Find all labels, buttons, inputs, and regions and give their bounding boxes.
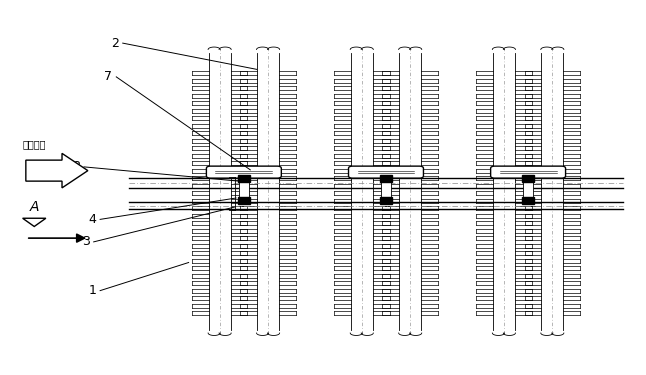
Polygon shape: [23, 218, 46, 226]
Text: 3: 3: [82, 236, 90, 248]
Text: 8: 8: [72, 160, 80, 173]
Text: 1: 1: [89, 284, 96, 297]
Bar: [380, 175, 391, 181]
Text: 4: 4: [89, 213, 96, 226]
Bar: [380, 197, 391, 204]
Bar: [523, 175, 534, 181]
Bar: [238, 197, 249, 204]
Bar: [381, 182, 391, 197]
Text: 7: 7: [105, 70, 112, 83]
Text: A: A: [30, 200, 39, 214]
Polygon shape: [26, 153, 88, 188]
Bar: [238, 175, 249, 181]
Bar: [523, 197, 534, 204]
Text: 烟气流向: 烟气流向: [23, 140, 46, 149]
FancyBboxPatch shape: [349, 166, 424, 178]
FancyBboxPatch shape: [491, 166, 566, 178]
FancyBboxPatch shape: [207, 166, 282, 178]
Text: 2: 2: [111, 37, 119, 50]
Bar: [523, 182, 534, 197]
Bar: [239, 182, 249, 197]
